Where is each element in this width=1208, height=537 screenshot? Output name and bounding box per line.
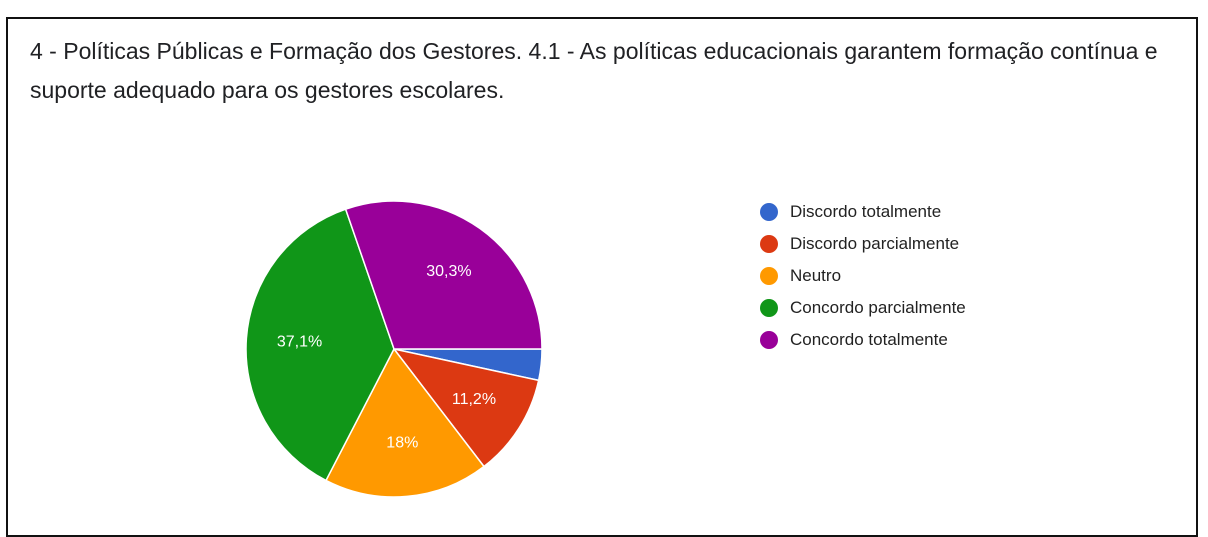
pie-slice-1[interactable] xyxy=(392,347,540,468)
legend-item-0[interactable]: Discordo totalmente xyxy=(760,196,966,228)
legend-item-3[interactable]: Concordo parcialmente xyxy=(760,292,966,324)
legend-item-2[interactable]: Neutro xyxy=(760,260,966,292)
chart-title: 4 - Políticas Públicas e Formação dos Ge… xyxy=(30,38,1158,103)
pie-slice-label-2: 18% xyxy=(386,435,418,452)
pie-slice-label-1: 11,2% xyxy=(452,391,496,408)
legend-label-1: Discordo parcialmente xyxy=(790,234,960,253)
pie-slice-3[interactable] xyxy=(245,208,395,482)
legend-item-4[interactable]: Concordo totalmente xyxy=(760,324,966,356)
chart-legend: Discordo totalmente Discordo parcialmente… xyxy=(760,196,966,356)
legend-label-3: Concordo parcialmente xyxy=(790,298,966,317)
pie-slice-4[interactable] xyxy=(344,200,543,350)
legend-swatch-3 xyxy=(760,299,778,317)
legend-swatch-0 xyxy=(760,203,778,221)
legend-swatch-4 xyxy=(760,331,778,349)
pie-slice-label-3: 37,1% xyxy=(277,333,322,350)
legend-swatch-1 xyxy=(760,235,778,253)
legend-label-4: Concordo totalmente xyxy=(790,330,948,349)
legend-label-2: Neutro xyxy=(790,266,842,285)
legend-label-0: Discordo totalmente xyxy=(790,202,942,221)
legend-swatch-2 xyxy=(760,267,778,285)
pie-slice-label-4: 30,3% xyxy=(426,263,471,280)
chart-frame xyxy=(6,17,1198,537)
legend-item-1[interactable]: Discordo parcialmente xyxy=(760,228,966,260)
pie-slice-2[interactable] xyxy=(324,347,486,498)
